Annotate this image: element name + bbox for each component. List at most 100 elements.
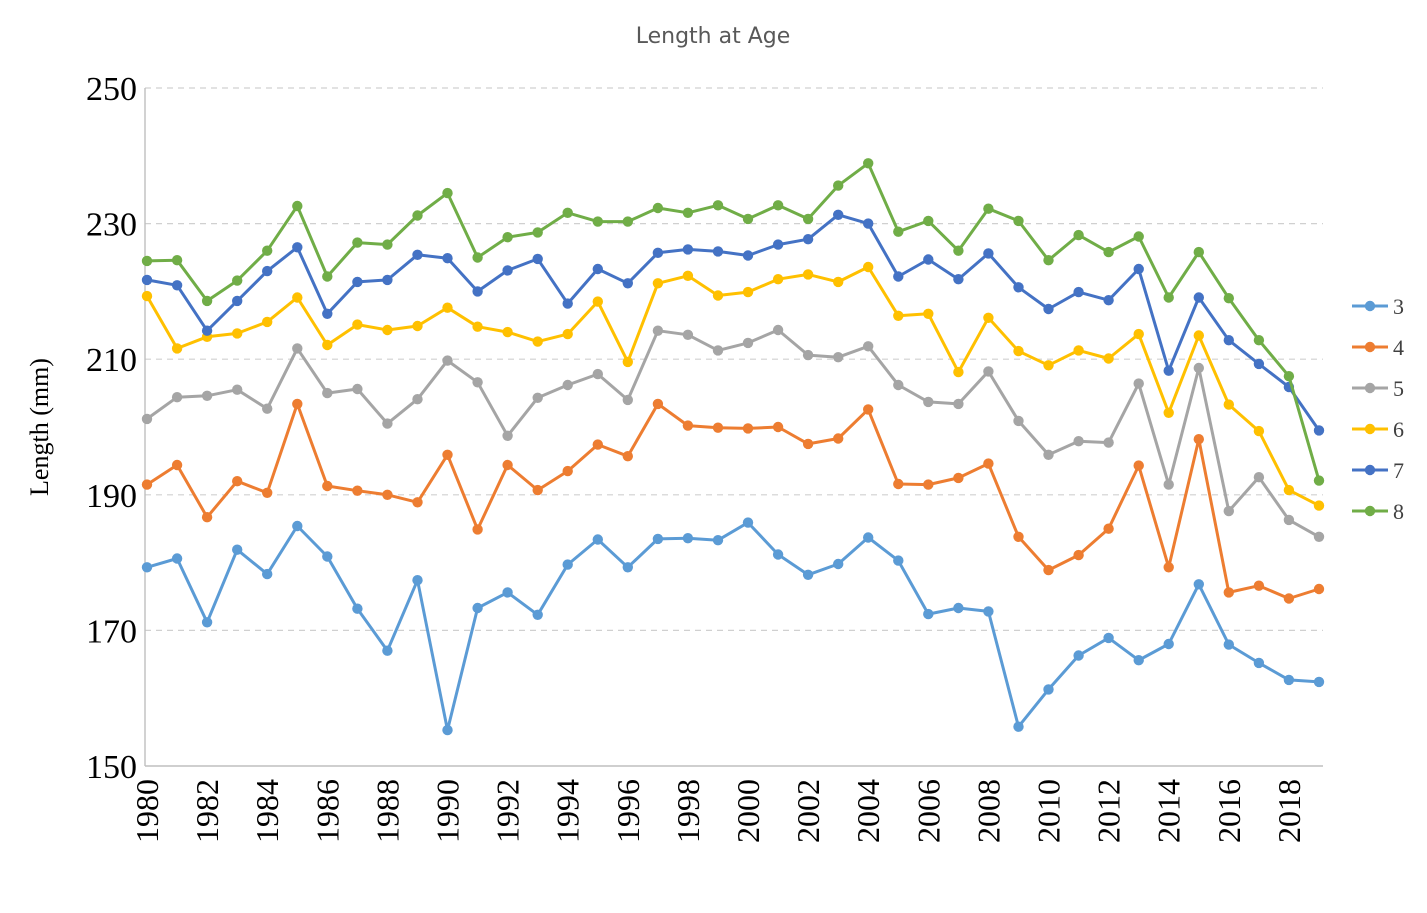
data-point: [863, 218, 874, 229]
data-point: [1043, 303, 1054, 315]
data-point: [472, 602, 483, 614]
x-tick-label: 1994: [550, 779, 586, 843]
data-point: [1223, 505, 1235, 517]
data-point: [712, 246, 724, 257]
x-tick-label: 1988: [369, 779, 405, 843]
data-point: [1283, 371, 1295, 382]
data-point: [1193, 434, 1205, 445]
data-point: [141, 274, 153, 286]
series-line-8: [145, 161, 1321, 483]
x-tick-label: 2016: [1211, 779, 1247, 843]
data-point: [802, 213, 814, 225]
y-tick-label: 150: [86, 749, 137, 786]
series-line-5: [145, 328, 1321, 539]
data-point: [1043, 564, 1054, 576]
y-tick-label: 250: [86, 71, 137, 108]
data-point: [1073, 229, 1084, 241]
data-point: [262, 245, 273, 256]
data-point: [412, 575, 423, 586]
data-point: [1223, 335, 1235, 346]
x-tick-label: 1998: [670, 779, 706, 843]
data-point: [592, 216, 603, 227]
series-4: [141, 398, 1325, 604]
legend-label: 7: [1393, 458, 1404, 483]
y-tick-label: 230: [86, 207, 137, 244]
data-point: [652, 533, 664, 545]
data-point: [412, 210, 423, 221]
data-point: [412, 320, 423, 332]
data-point: [1013, 721, 1024, 732]
data-point: [262, 316, 273, 328]
data-point: [1073, 436, 1084, 447]
data-point: [1073, 650, 1084, 661]
data-point: [232, 328, 243, 339]
data-point: [1133, 378, 1144, 389]
data-point: [292, 292, 303, 303]
data-point: [1103, 632, 1114, 644]
data-point: [1163, 365, 1174, 376]
data-point: [472, 377, 483, 388]
data-point: [532, 336, 543, 347]
data-point: [1253, 335, 1265, 346]
data-point: [622, 216, 633, 227]
data-point: [532, 609, 543, 620]
series-line-3: [145, 521, 1321, 732]
y-axis-label: Length (mm): [25, 358, 54, 496]
legend-label: 5: [1393, 376, 1404, 401]
data-point: [802, 438, 814, 450]
data-point: [442, 724, 453, 736]
data-point: [472, 524, 483, 535]
data-point: [802, 269, 814, 280]
data-point: [1313, 425, 1325, 436]
data-point: [893, 379, 904, 391]
data-point: [622, 356, 633, 368]
data-point: [1163, 407, 1174, 418]
data-point: [1313, 475, 1325, 486]
data-point: [953, 602, 964, 614]
data-point: [232, 295, 243, 307]
data-point: [983, 606, 994, 617]
data-point: [1313, 676, 1325, 688]
data-point: [923, 608, 934, 620]
data-point: [923, 479, 934, 490]
axes: [144, 88, 1323, 767]
data-point: [1013, 215, 1024, 227]
data-point: [502, 232, 513, 243]
data-point: [923, 254, 934, 265]
series-5: [141, 324, 1325, 542]
data-point: [201, 325, 213, 336]
data-point: [442, 187, 453, 199]
data-point: [1013, 531, 1024, 542]
data-point: [292, 398, 303, 410]
data-point: [532, 227, 543, 238]
data-point: [893, 310, 904, 321]
x-tick-label: 2010: [1031, 779, 1067, 843]
y-tick-label: 170: [86, 613, 137, 650]
data-point: [1103, 353, 1114, 364]
data-point: [442, 302, 453, 313]
data-point: [262, 265, 273, 277]
data-point: [772, 324, 784, 336]
data-point: [1253, 358, 1265, 370]
data-point: [1163, 292, 1174, 303]
data-point: [201, 512, 213, 523]
data-point: [1283, 484, 1295, 496]
data-point: [1223, 587, 1235, 598]
data-point: [802, 234, 814, 245]
legend-item-5: 5: [1352, 376, 1404, 401]
data-point: [1313, 583, 1325, 595]
data-point: [682, 329, 694, 340]
data-point: [171, 553, 183, 564]
legend: 3 4 5 6 7 8: [1352, 294, 1404, 524]
legend-swatch-marker: [1364, 382, 1376, 394]
x-tick-label: 1980: [129, 779, 165, 843]
y-axis-tick-labels: 150 170 190 210 230 250: [86, 71, 137, 786]
data-point: [983, 366, 994, 377]
data-point: [863, 404, 874, 415]
data-point: [141, 255, 153, 267]
data-point: [682, 270, 694, 281]
data-point: [1283, 514, 1295, 526]
data-point: [1193, 292, 1205, 303]
data-point: [953, 472, 964, 484]
